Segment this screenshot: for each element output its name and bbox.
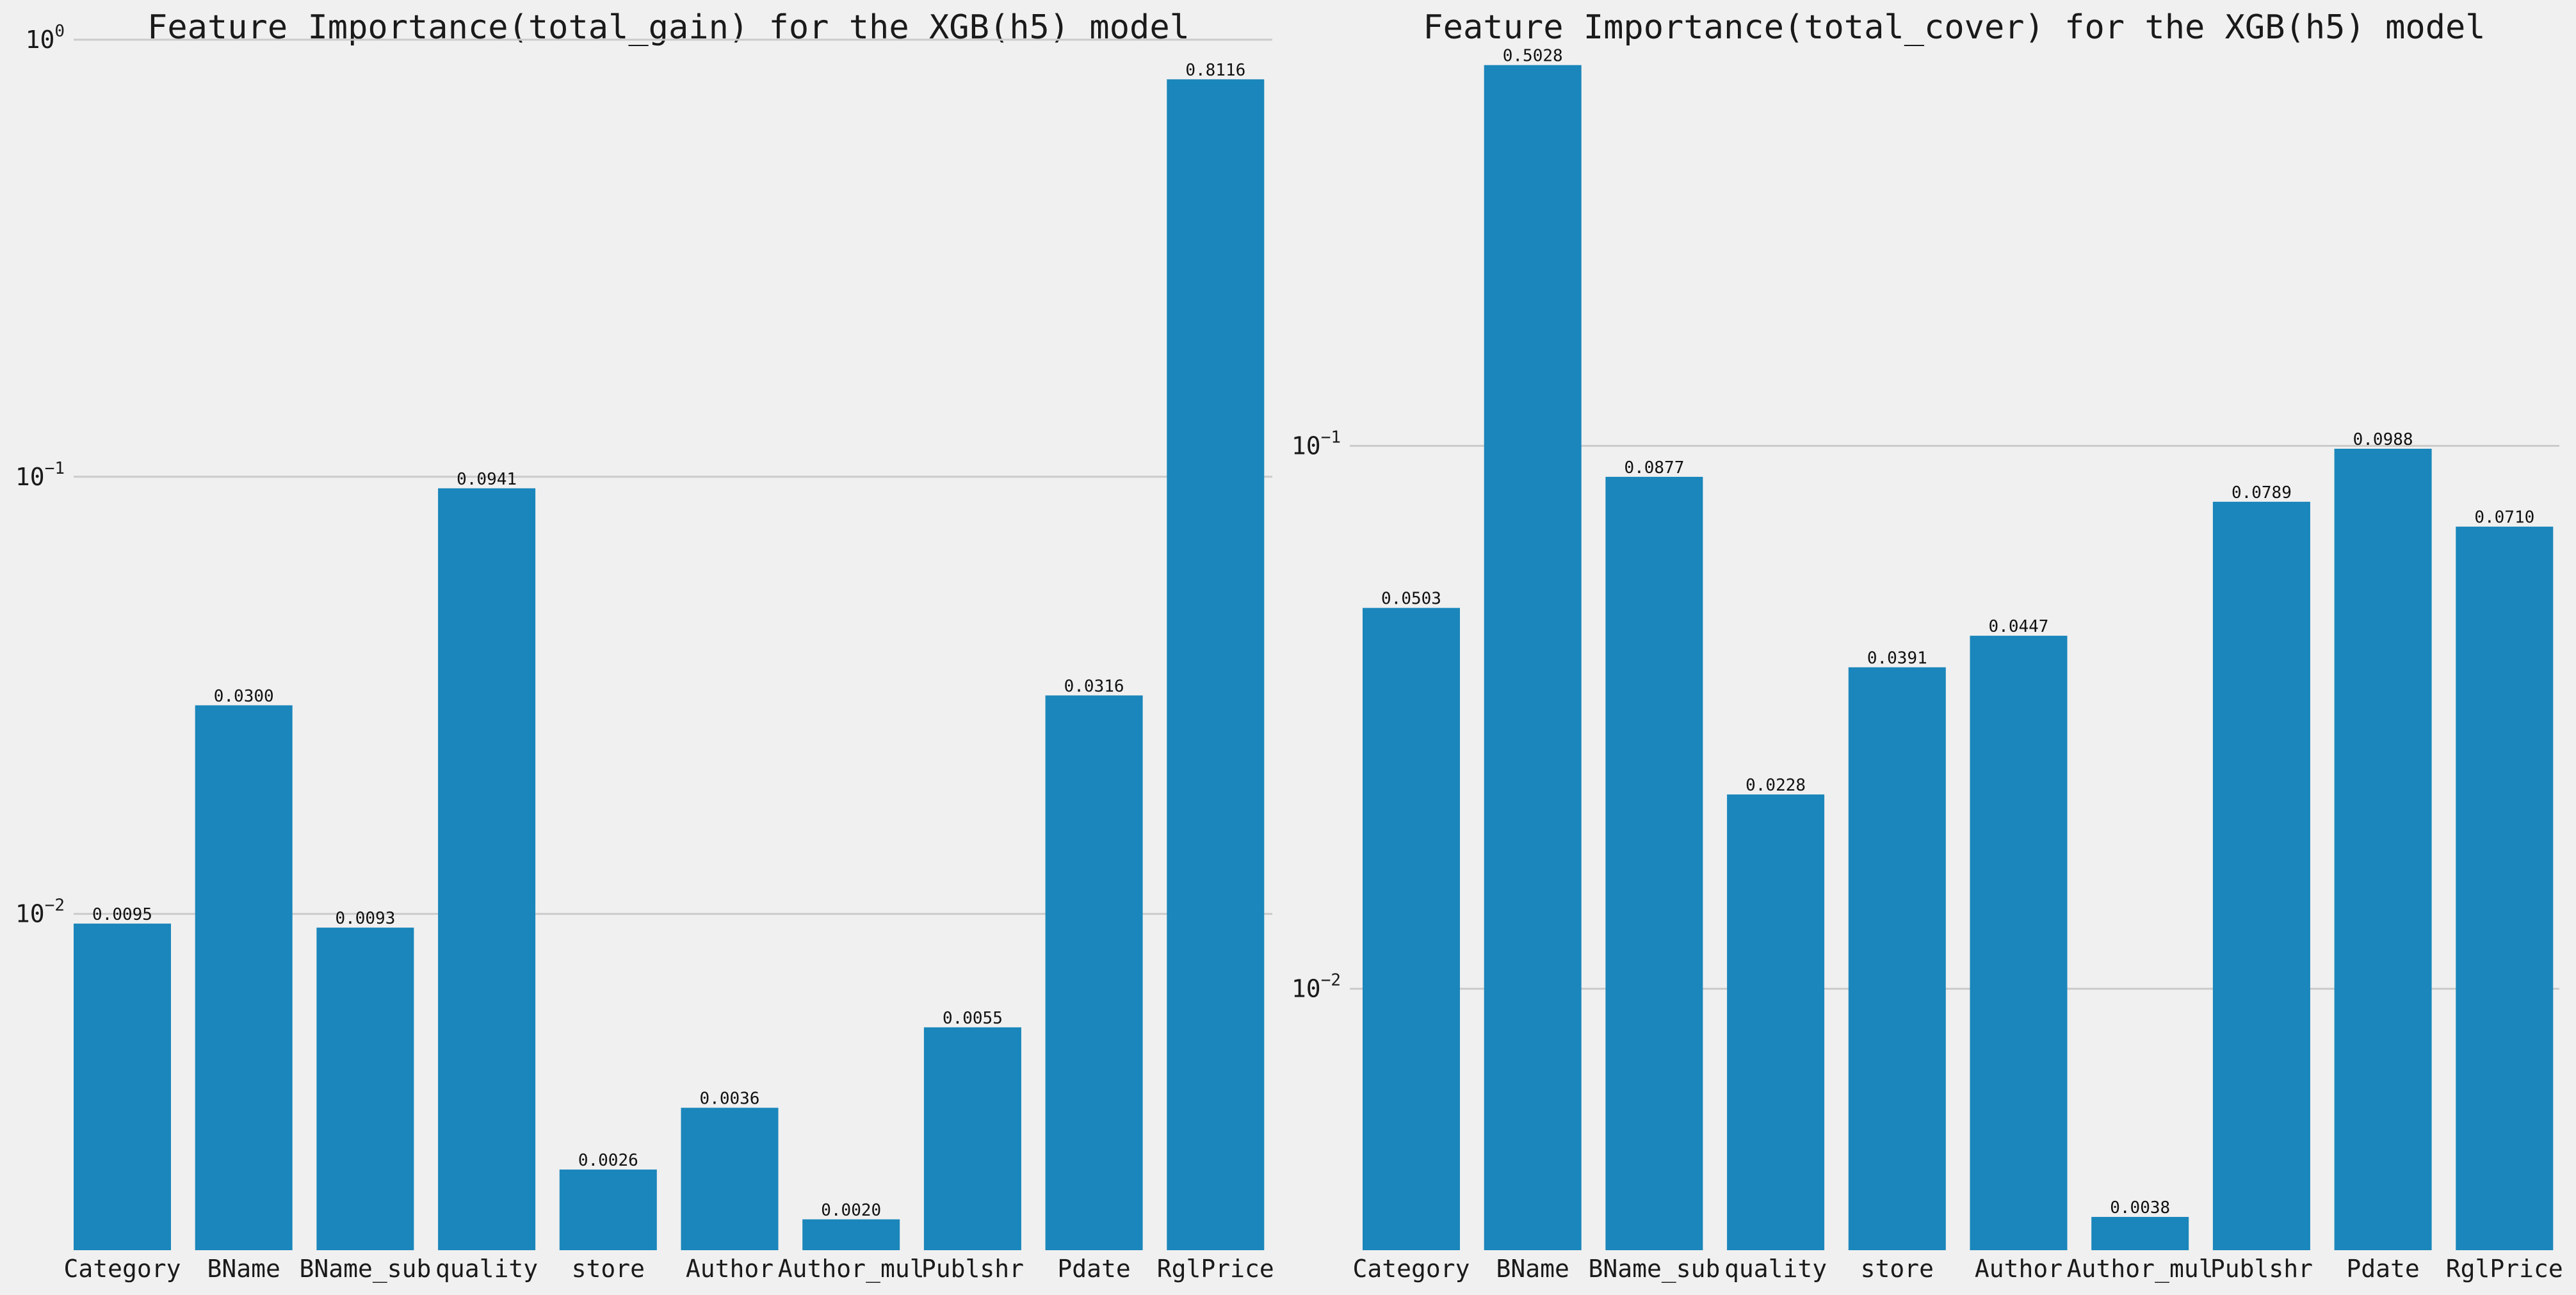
data-label: 0.0710 (2474, 508, 2534, 527)
data-label: 0.0095 (92, 905, 152, 924)
bar (2456, 526, 2554, 1251)
bar (195, 705, 293, 1250)
x-tick-label: quality (435, 1255, 538, 1283)
chart-title: Feature Importance(total_cover) for the … (1423, 8, 2485, 47)
x-tick-label: Category (1352, 1255, 1470, 1283)
data-label: 0.0316 (1064, 677, 1124, 696)
y-tick-base: 10 (15, 900, 45, 928)
data-label: 0.0988 (2353, 430, 2413, 449)
y-tick-base: 10 (1292, 975, 1321, 1003)
y-tick-base: 10 (1292, 432, 1321, 460)
bars (74, 79, 1265, 1250)
x-tick-label: Author (1975, 1255, 2062, 1283)
y-tick-label: 10−2 (1292, 971, 1341, 1003)
data-label: 0.0020 (821, 1201, 881, 1220)
bar (1167, 79, 1265, 1250)
chart-panel-total-cover: Feature Importance(total_cover) for the … (1292, 8, 2563, 1283)
x-tick-label: Author_mul (778, 1255, 925, 1283)
x-tick-label: Publshr (921, 1255, 1024, 1283)
data-label: 0.0503 (1381, 590, 1441, 609)
bar (1484, 65, 1582, 1251)
x-tick-label: Author_mul (2067, 1255, 2214, 1283)
bar (1363, 607, 1460, 1250)
bar (74, 923, 171, 1250)
x-tick-label: store (1861, 1255, 1934, 1283)
x-tick-label: Author (686, 1255, 774, 1283)
x-tick-label: BName_sub (299, 1255, 431, 1283)
y-tick-base: 10 (26, 26, 55, 54)
data-labels: 0.0095 0.0300 0.0093 0.0941 0.0026 0.0036 0.00… (92, 61, 1245, 1220)
y-axis-ticks: 10−210−1 (1292, 428, 1341, 1003)
bar (2334, 448, 2432, 1250)
x-tick-label: quality (1724, 1255, 1827, 1283)
data-label: 0.0026 (578, 1151, 638, 1170)
y-tick-exponent: 0 (54, 22, 65, 41)
y-tick-base: 10 (15, 463, 45, 491)
bar (2091, 1217, 2189, 1250)
bars (1363, 65, 2554, 1251)
x-axis-categories: Category BName BName_sub quality store Author… (1352, 1255, 2563, 1283)
chart-panel-total-gain: Feature Importance(total_gain) for the X… (15, 8, 1274, 1283)
bar (1970, 636, 2068, 1250)
y-tick-label: 10−1 (15, 459, 65, 491)
bar (1848, 667, 1946, 1250)
data-labels: 0.0503 0.5028 0.0877 0.0228 0.0391 0.0447 0.00… (1381, 47, 2534, 1218)
x-tick-label: BName_sub (1588, 1255, 1720, 1283)
data-label: 0.0391 (1867, 648, 1927, 668)
x-tick-label: Category (63, 1255, 181, 1283)
x-tick-label: Pdate (2346, 1255, 2419, 1283)
data-label: 0.0228 (1746, 776, 1806, 795)
bar (1605, 476, 1703, 1250)
x-tick-label: RglPrice (1157, 1255, 1274, 1283)
chart-title: Feature Importance(total_gain) for the X… (147, 8, 1190, 47)
data-label: 0.0093 (335, 909, 395, 928)
x-tick-label: RglPrice (2446, 1255, 2563, 1283)
y-tick-label: 100 (26, 22, 65, 54)
data-label: 0.0941 (457, 470, 517, 489)
y-tick-label: 10−2 (15, 896, 65, 928)
x-tick-label: Publshr (2210, 1255, 2313, 1283)
data-label: 0.0038 (2110, 1198, 2170, 1218)
x-tick-label: store (572, 1255, 645, 1283)
x-axis-categories: Category BName BName_sub quality store Author… (63, 1255, 1274, 1283)
bar (923, 1027, 1021, 1250)
data-label: 0.8116 (1185, 61, 1245, 80)
x-tick-label: BName (207, 1255, 280, 1283)
bar (1045, 695, 1143, 1250)
bar (316, 928, 414, 1250)
y-tick-exponent: −2 (1321, 971, 1341, 990)
data-label: 0.0789 (2232, 483, 2292, 503)
x-tick-label: Pdate (1057, 1255, 1130, 1283)
bar (2212, 501, 2310, 1250)
bar (1727, 794, 1825, 1250)
data-label: 0.5028 (1503, 47, 1563, 66)
bar (802, 1219, 900, 1250)
x-tick-label: BName (1496, 1255, 1569, 1283)
bar (681, 1107, 779, 1250)
data-label: 0.0877 (1624, 458, 1684, 478)
data-label: 0.0036 (700, 1090, 760, 1109)
y-tick-exponent: −1 (1321, 428, 1341, 447)
y-tick-exponent: −2 (45, 896, 65, 915)
data-label: 0.0447 (1989, 617, 2049, 636)
bar (559, 1170, 657, 1250)
y-tick-label: 10−1 (1292, 428, 1341, 460)
data-label: 0.0300 (214, 687, 274, 706)
y-tick-exponent: −1 (45, 459, 65, 478)
bar (438, 488, 536, 1250)
data-label: 0.0055 (943, 1009, 1003, 1028)
